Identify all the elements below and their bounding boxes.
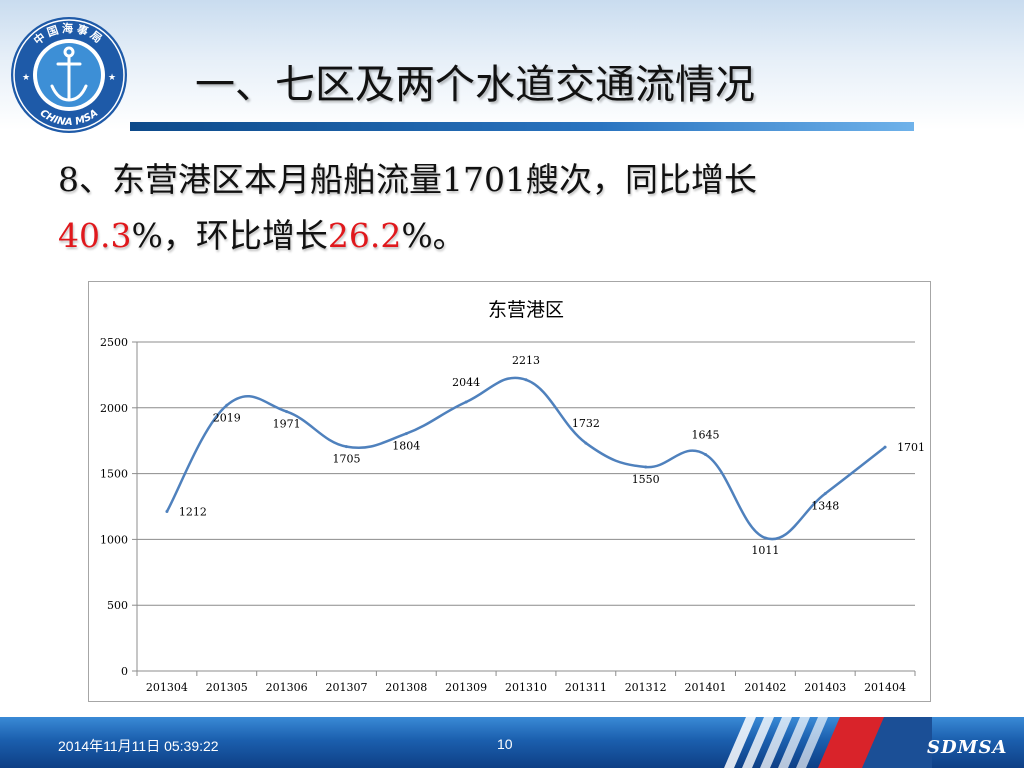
x-tick-label: 201312: [625, 681, 667, 694]
data-point: [704, 453, 708, 457]
chart-container: 东营港区 0 500 1000 1500 2000 2500 201304 201305 2013…: [88, 281, 931, 702]
chart-title: 东营港区: [488, 299, 564, 321]
x-tick-label: 201404: [864, 681, 906, 694]
y-tick-label: 500: [107, 599, 128, 612]
x-tick-label: 201304: [146, 681, 188, 694]
header-divider: [130, 122, 914, 131]
y-tick-label: 1500: [100, 468, 128, 481]
headline-end: %。: [401, 216, 466, 255]
data-point: [524, 378, 528, 382]
x-tick-label: 201403: [804, 681, 846, 694]
x-tick-label: 201308: [385, 681, 427, 694]
headline-middle: %，环比增长: [131, 216, 328, 255]
data-label: 1705: [332, 453, 360, 466]
x-tick-label: 201305: [206, 681, 248, 694]
page-number: 10: [497, 736, 513, 752]
x-tick-label: 201306: [266, 681, 308, 694]
data-label: 1550: [632, 473, 660, 486]
page-title: 一、七区及两个水道交通流情况: [195, 62, 755, 108]
footer-brand: SDMSA: [927, 737, 1008, 758]
headline-text: 8、东营港区本月船舶流量1701艘次，同比增长 40.3%，环比增长26.2%。: [58, 152, 958, 264]
x-tick-label: 201401: [685, 681, 727, 694]
data-label: 1971: [273, 418, 301, 431]
yoy-growth-value: 40.3: [58, 216, 132, 255]
series-line: [165, 376, 886, 541]
y-tick-label: 2000: [100, 402, 128, 415]
data-label: 2044: [452, 376, 480, 389]
footer-date: 2014年11月11日 05:39:22: [58, 738, 219, 754]
data-label: 1212: [179, 506, 207, 519]
data-point: [763, 536, 767, 540]
anchor-icon: [50, 46, 88, 102]
x-tick-label: 201310: [505, 681, 547, 694]
data-label: 2019: [213, 411, 241, 424]
svg-text:★: ★: [22, 73, 30, 83]
y-tick-label: 1000: [100, 533, 128, 546]
data-point: [404, 432, 408, 436]
x-tick-label: 201309: [445, 681, 487, 694]
data-point: [584, 441, 588, 445]
x-tick-label: 201402: [744, 681, 786, 694]
data-point: [165, 510, 169, 514]
data-point: [464, 400, 468, 404]
data-label: 2213: [512, 354, 540, 367]
china-msa-logo: 中国海事局 CHINA MSA ★ ★: [11, 17, 127, 133]
data-point: [225, 403, 229, 407]
data-label: 1804: [392, 440, 420, 453]
data-point: [344, 445, 348, 449]
header-band: [0, 0, 1024, 130]
data-point: [883, 445, 887, 449]
data-label: 1701: [897, 441, 925, 454]
line-chart: 东营港区 0 500 1000 1500 2000 2500 201304 201305 2013…: [100, 299, 925, 694]
data-point: [823, 492, 827, 496]
mom-growth-value: 26.2: [327, 216, 402, 255]
data-point: [285, 410, 289, 414]
footer-stripes: [724, 717, 932, 768]
y-tick-label: 0: [121, 665, 128, 678]
data-label: 1645: [692, 429, 720, 442]
headline-line1: 8、东营港区本月船舶流量1701艘次，同比增长: [58, 160, 757, 199]
data-point: [644, 465, 648, 469]
x-tick-label: 201311: [565, 681, 607, 694]
svg-text:★: ★: [108, 73, 116, 83]
data-label: 1348: [811, 500, 839, 513]
x-tick-label: 201307: [325, 681, 367, 694]
data-label: 1011: [751, 544, 779, 557]
data-label: 1732: [572, 417, 600, 430]
y-tick-label: 2500: [100, 336, 128, 349]
